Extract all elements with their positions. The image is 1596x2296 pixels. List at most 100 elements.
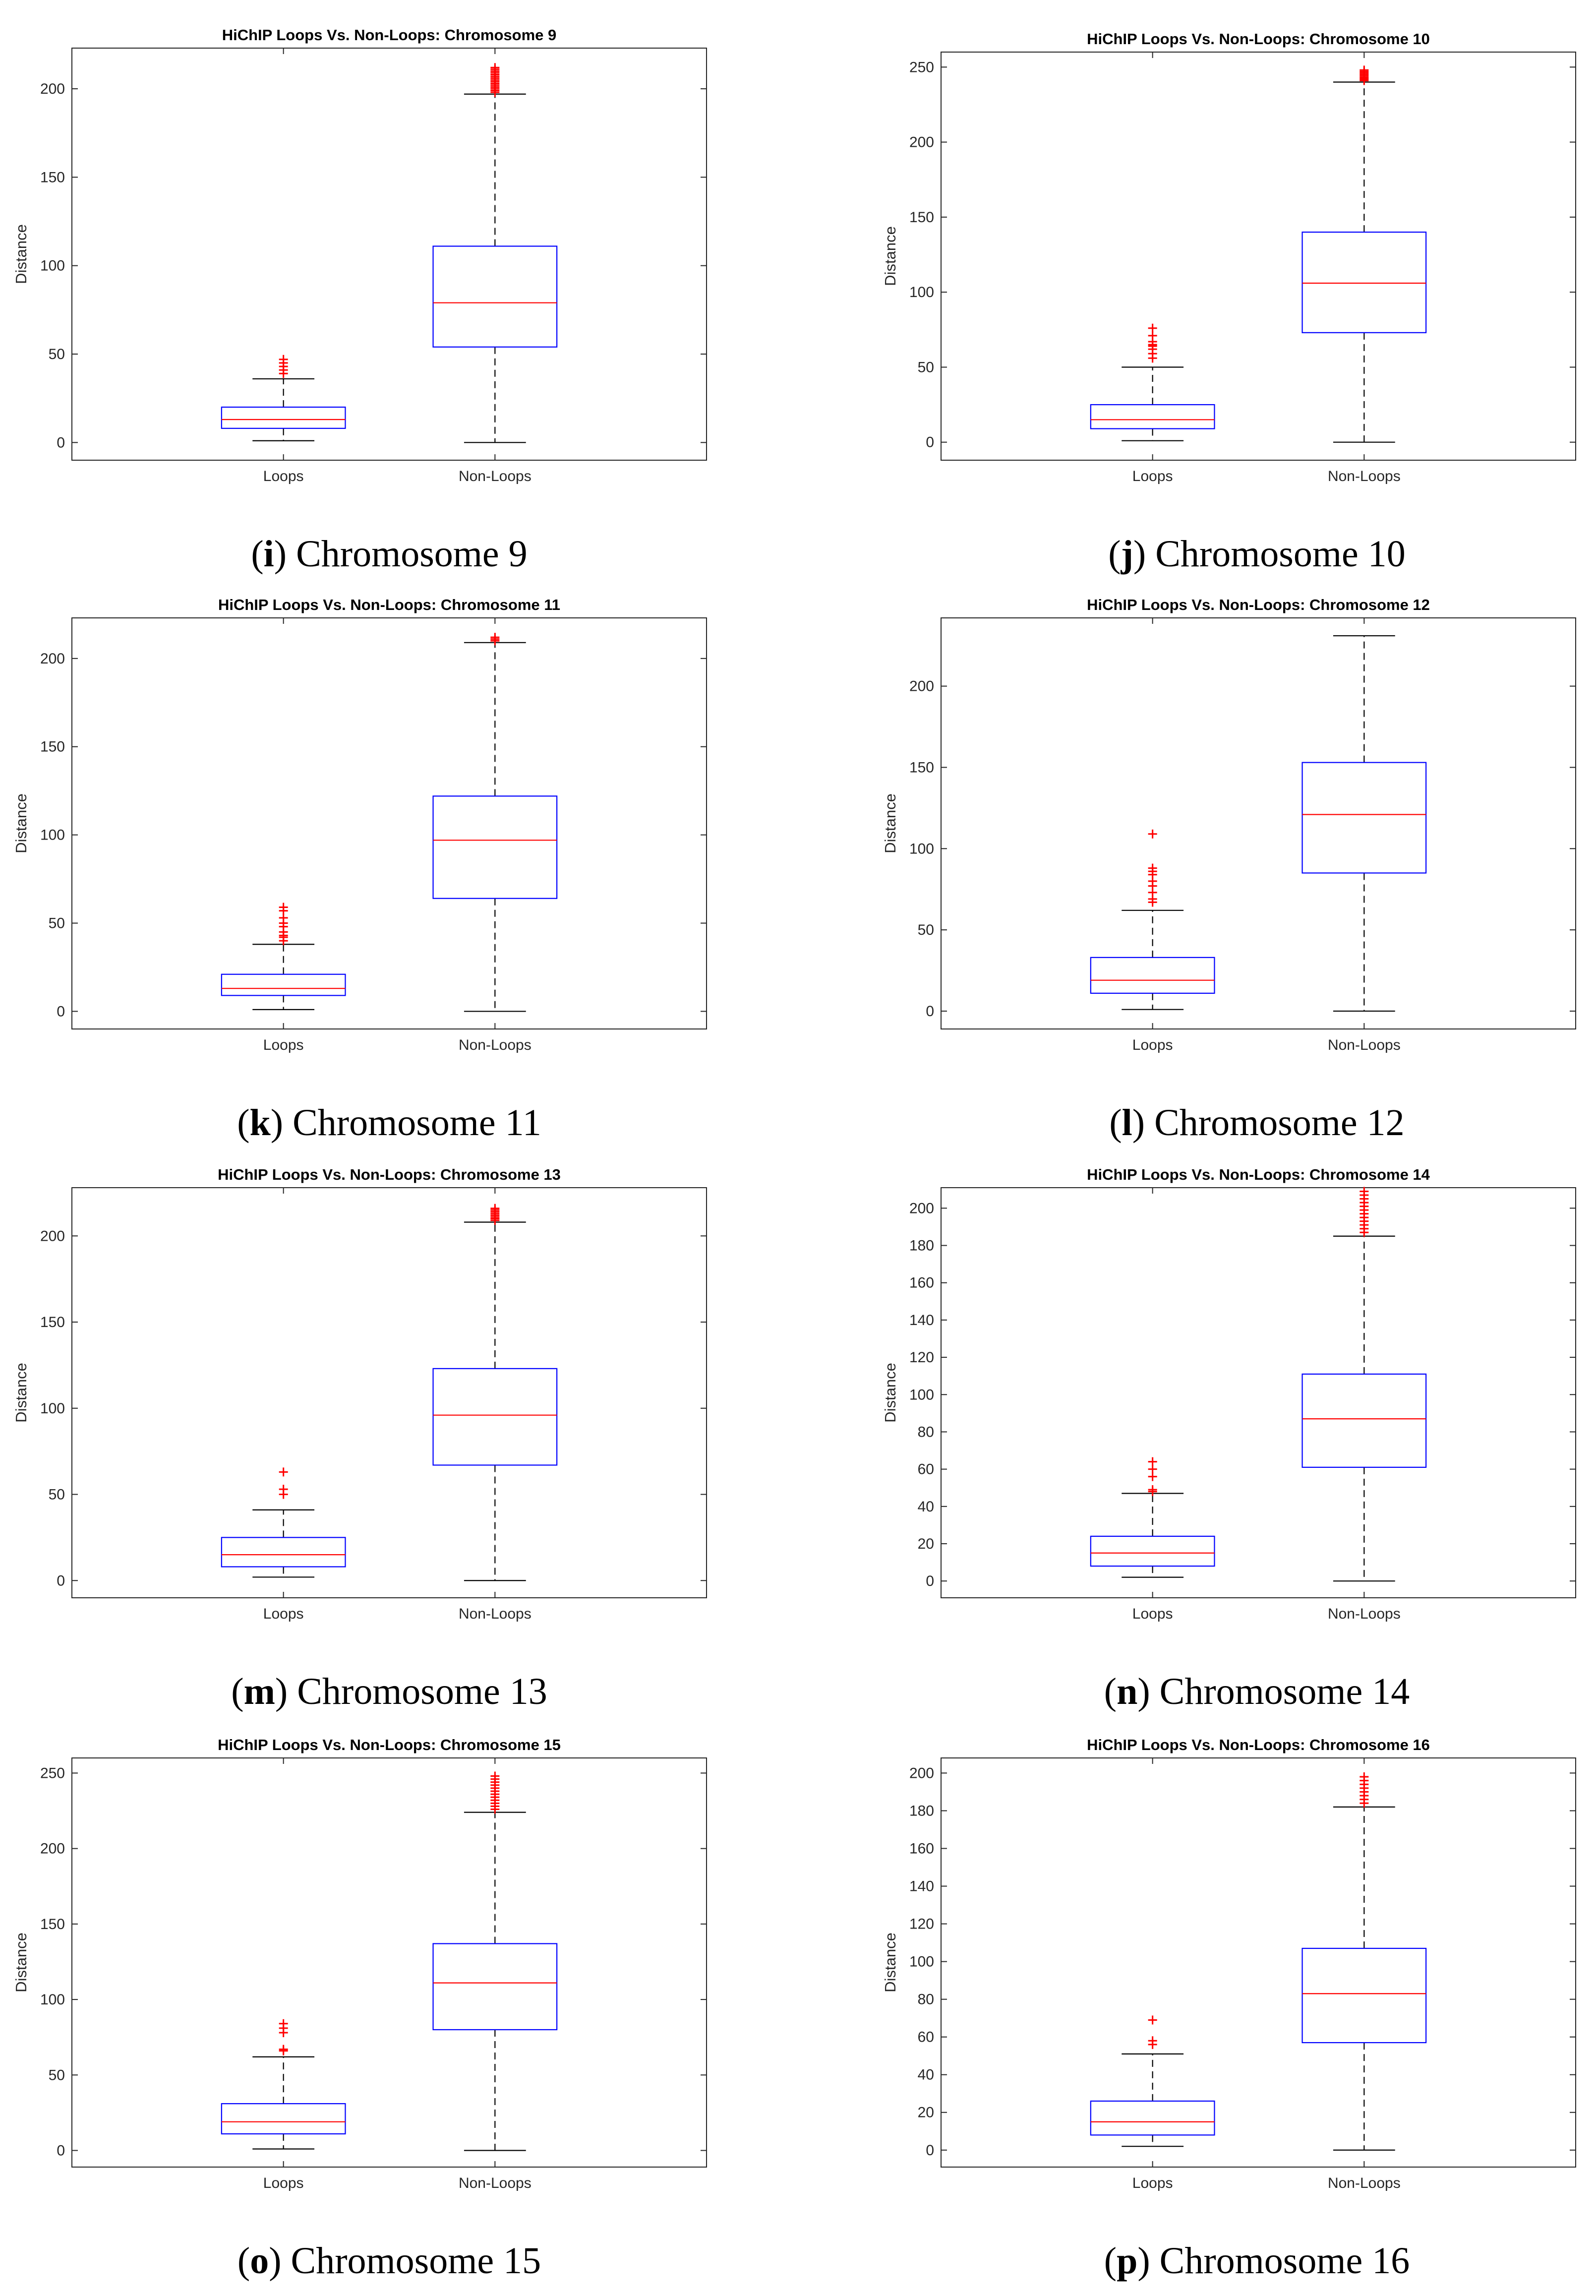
caption-letter: n <box>1117 1671 1137 1712</box>
x-tick-label: Non-Loops <box>459 468 532 484</box>
iqr-box <box>221 2103 346 2135</box>
outlier-point <box>1148 1485 1157 1494</box>
panel-caption: (j) Chromosome 10 <box>1108 533 1405 575</box>
chart-title: HiChIP Loops Vs. Non-Loops: Chromosome 1… <box>1087 1736 1430 1753</box>
plot-frame <box>941 1757 1576 2168</box>
panel-caption: (p) Chromosome 16 <box>1104 2240 1410 2282</box>
box-non-loops <box>432 63 558 443</box>
y-tick-label: 150 <box>40 739 65 755</box>
x-tick-label: Loops <box>263 1037 304 1053</box>
x-tick-label: Loops <box>1132 468 1173 484</box>
caption-paren-open: ( <box>1104 1671 1117 1712</box>
y-tick-label: 200 <box>909 678 934 695</box>
iqr-box <box>432 245 558 348</box>
iqr-box <box>1090 957 1215 994</box>
chart-title: HiChIP Loops Vs. Non-Loops: Chromosome 9 <box>222 26 557 44</box>
y-tick-label: 0 <box>926 1003 934 1020</box>
outlier-point <box>279 1467 288 1477</box>
chart-panel-n: 0 20 40 60 80 100 120 140 160 180 200 Loops Non-Loop… <box>882 1166 1576 1712</box>
y-tick-label: 200 <box>40 1228 65 1244</box>
y-tick-label: 0 <box>57 1003 65 1020</box>
box-non-loops <box>432 633 558 1012</box>
outlier-point <box>279 2019 288 2028</box>
outlier-point <box>279 355 288 364</box>
outlier-point <box>1148 2036 1157 2046</box>
panel-caption: (m) Chromosome 13 <box>231 1671 547 1712</box>
y-axis-label: Distance <box>12 1363 30 1423</box>
caption-paren-close: ) <box>269 2240 281 2282</box>
outlier-point <box>1360 65 1369 75</box>
x-tick-label: Non-Loops <box>459 2175 532 2191</box>
y-axis-label: Distance <box>882 793 899 853</box>
box-loops <box>1090 2015 1215 2147</box>
chart-title: HiChIP Loops Vs. Non-Loops: Chromosome 1… <box>218 1736 561 1753</box>
chart-panel-l: 0 50 100 150 200 Loops Non-Loops HiChIP Loops V… <box>882 596 1576 1144</box>
box-non-loops <box>1301 635 1427 1012</box>
y-tick-label: 0 <box>57 2143 65 2159</box>
y-tick-label: 40 <box>918 2067 934 2083</box>
box-non-loops <box>432 1771 558 2151</box>
y-tick-label: 0 <box>57 1572 65 1589</box>
y-tick-label: 100 <box>909 1954 934 1970</box>
y-tick-label: 150 <box>40 1916 65 1933</box>
plot-frame <box>71 48 707 461</box>
y-tick-label: 50 <box>49 915 65 932</box>
y-tick-label: 180 <box>909 1803 934 1819</box>
y-tick-label: 50 <box>918 359 934 375</box>
y-tick-label: 100 <box>40 1400 65 1417</box>
y-tick-label: 50 <box>49 346 65 363</box>
iqr-box <box>221 406 346 429</box>
outlier-point <box>1360 1187 1369 1196</box>
y-tick-label: 160 <box>909 1275 934 1291</box>
x-tick-label: Loops <box>263 1606 304 1622</box>
caption-paren-open: ( <box>1108 533 1121 575</box>
iqr-box <box>432 1943 558 2031</box>
caption-paren-open: ( <box>251 533 263 575</box>
y-axis-label: Distance <box>882 1363 899 1423</box>
caption-text: Chromosome 10 <box>1146 533 1406 575</box>
outlier-point <box>1148 2015 1157 2025</box>
y-tick-label: 150 <box>40 1314 65 1330</box>
caption-paren-open: ( <box>231 1671 243 1712</box>
x-tick-label: Loops <box>1132 2175 1173 2191</box>
iqr-box <box>1301 762 1427 874</box>
outlier-point <box>490 63 500 72</box>
x-tick-label: Non-Loops <box>459 1606 532 1622</box>
panel-caption: (l) Chromosome 12 <box>1109 1102 1404 1144</box>
y-tick-label: 120 <box>909 1916 934 1933</box>
y-tick-label: 0 <box>926 1573 934 1589</box>
y-tick-label: 150 <box>909 209 934 226</box>
x-tick-label: Non-Loops <box>1328 2175 1401 2191</box>
y-tick-label: 0 <box>926 2142 934 2159</box>
chart-panel-m: 0 50 100 150 200 Loops Non-Loops HiChIP Loops V… <box>12 1166 707 1712</box>
y-tick-label: 200 <box>40 1841 65 1857</box>
box-loops <box>221 2019 346 2150</box>
y-axis-label: Distance <box>882 226 899 286</box>
chart-panel-i: 0 50 100 150 200 Loops Non-Loops HiChIP Loops V… <box>12 26 707 575</box>
caption-letter: p <box>1117 2240 1137 2282</box>
chart-title: HiChIP Loops Vs. Non-Loops: Chromosome 1… <box>218 596 560 613</box>
y-tick-label: 200 <box>40 81 65 97</box>
y-tick-label: 200 <box>909 1765 934 1781</box>
caption-paren-open: ( <box>1104 2240 1117 2282</box>
y-tick-label: 150 <box>40 169 65 185</box>
chart-title: HiChIP Loops Vs. Non-Loops: Chromosome 1… <box>218 1166 561 1183</box>
chart-title: HiChIP Loops Vs. Non-Loops: Chromosome 1… <box>1087 596 1430 613</box>
outlier-point <box>490 633 500 642</box>
iqr-box <box>1301 1373 1427 1468</box>
outlier-point <box>490 1771 500 1781</box>
iqr-box <box>221 973 346 996</box>
x-tick-label: Loops <box>263 468 304 484</box>
y-tick-label: 50 <box>49 2067 65 2083</box>
caption-letter: l <box>1122 1102 1132 1144</box>
outlier-point <box>490 1204 500 1213</box>
y-tick-label: 50 <box>49 1487 65 1503</box>
box-non-loops <box>1301 1187 1427 1582</box>
caption-text: Chromosome 15 <box>282 2240 541 2282</box>
panel-caption: (o) Chromosome 15 <box>237 2240 541 2282</box>
outlier-point <box>1148 1457 1157 1466</box>
outlier-point <box>279 903 288 912</box>
caption-letter: o <box>250 2240 269 2282</box>
box-loops <box>221 1467 346 1578</box>
